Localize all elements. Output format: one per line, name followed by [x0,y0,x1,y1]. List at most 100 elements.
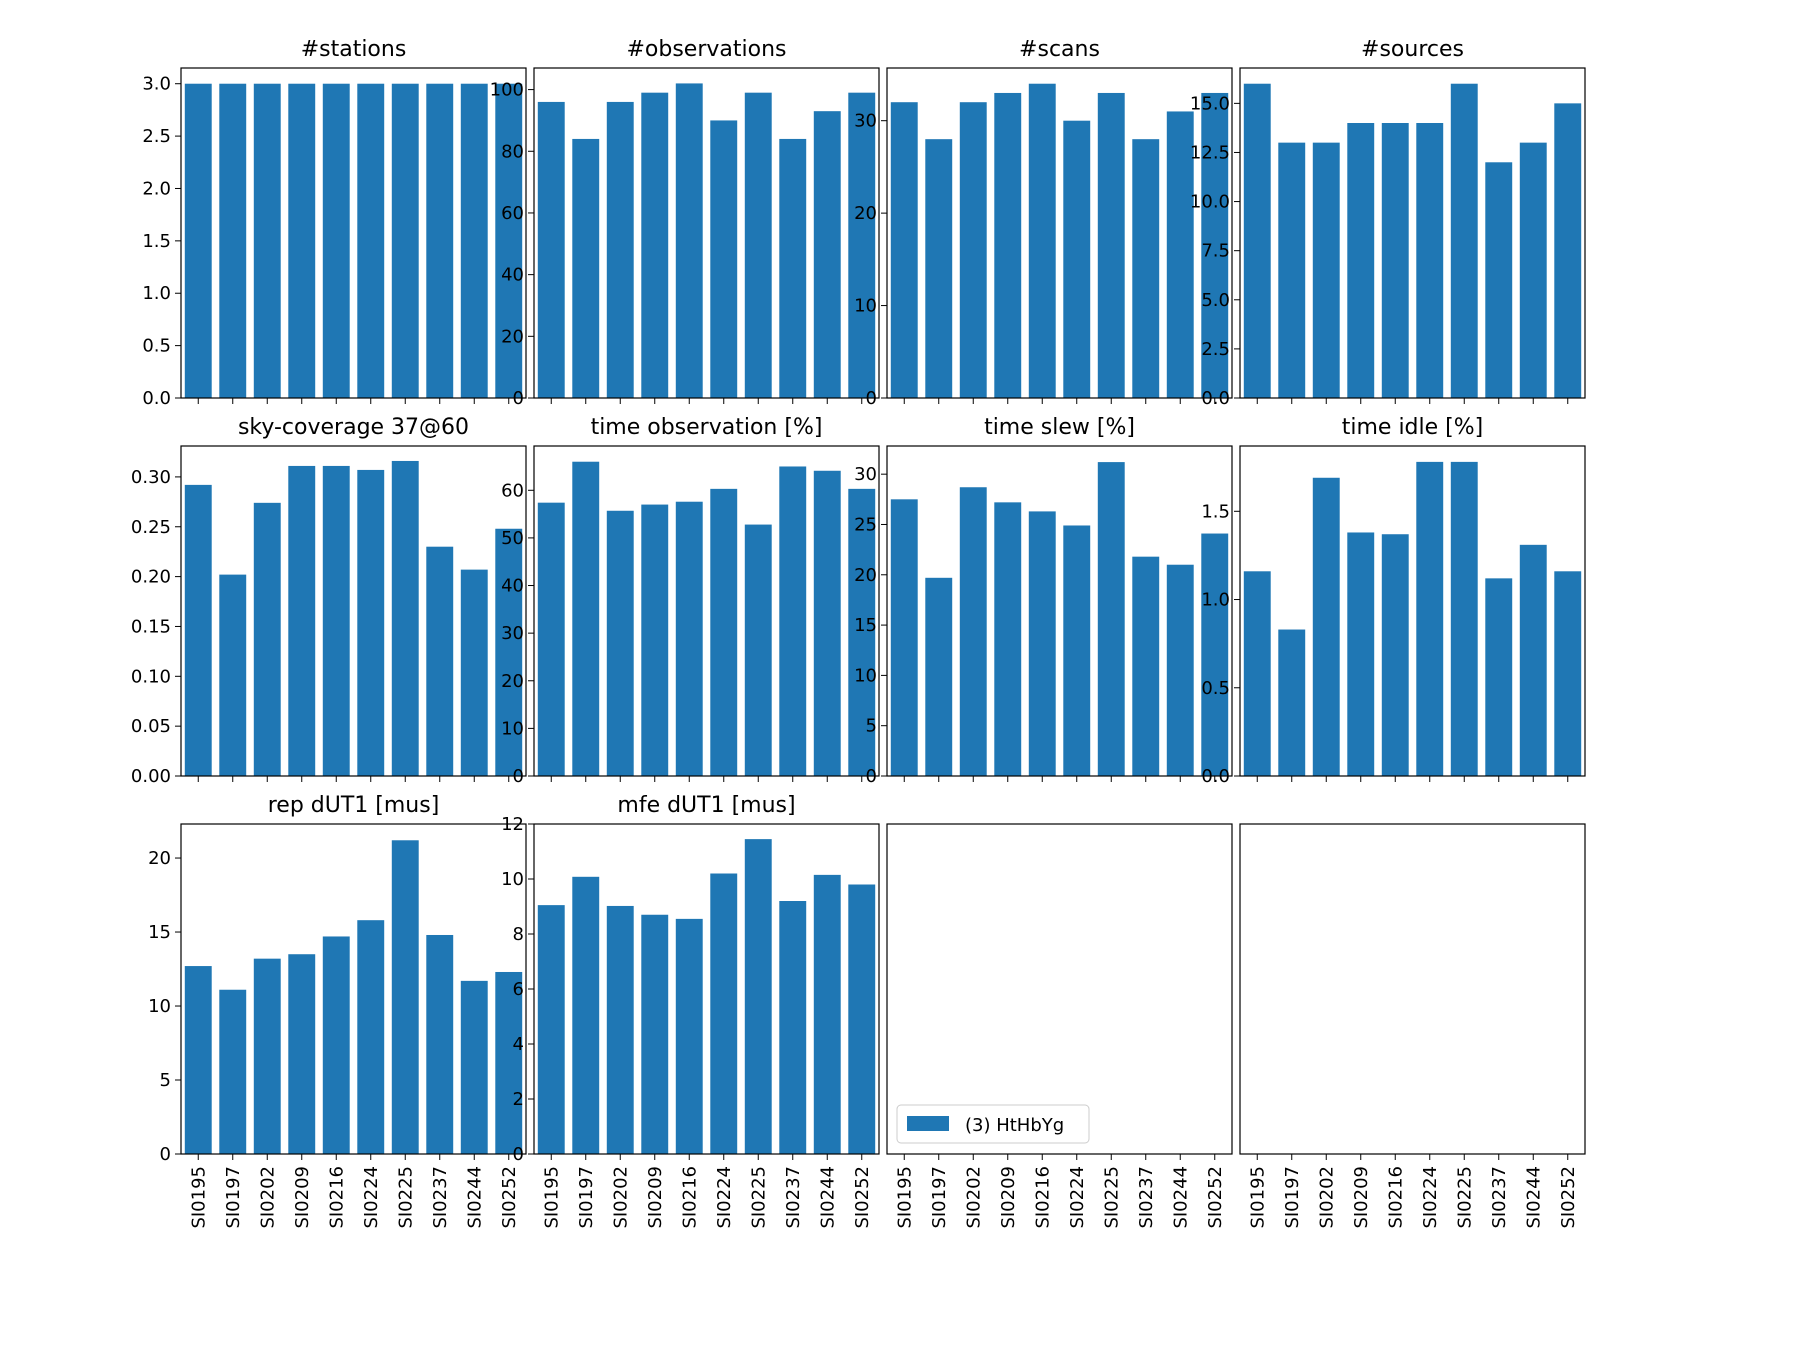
panel-frame [533,67,880,399]
bar-SI0237 [779,466,807,776]
bar-SI0237 [1132,139,1160,399]
bar-SI0209 [1347,123,1375,398]
bar-SI0244 [1519,142,1547,398]
bar-SI0244 [813,111,841,399]
panel-title: time observation [%] [591,415,823,440]
bar-SI0195 [184,83,212,398]
bar-SI0195 [184,484,212,776]
bar-SI0252 [495,83,523,398]
panel-frame [1239,445,1586,777]
bar-SI0202 [606,101,634,398]
panel-title: #observations [626,37,786,62]
y-tick-label: 4 [513,1034,524,1055]
y-tick-label: 0.30 [131,467,171,488]
y-tick-label: 30 [854,111,877,132]
bar-SI0252 [848,488,876,776]
y-tick-label: 0 [866,766,877,787]
bar-SI0197 [219,83,247,398]
x-tick-label: SI0225 [395,1166,416,1229]
bar-SI0252 [495,528,523,776]
x-tick-label: SI0202 [1316,1166,1337,1229]
panel-title: sky-coverage 37@60 [238,415,469,440]
panel-7: time slew [%] 0 5 10 15 20 25 30 [854,415,1233,787]
x-tick-label: SI0224 [361,1166,382,1229]
x-tick-label: SI0252 [852,1166,873,1229]
panel-title: #scans [1019,37,1100,62]
x-tick-label: SI0209 [292,1166,313,1229]
bar-SI0224 [710,873,738,1154]
y-tick-label: 0.20 [131,567,171,588]
bar-SI0216 [322,465,350,776]
bar-SI0252 [1554,103,1582,398]
y-tick-label: 0 [513,388,524,409]
bar-SI0252 [848,884,876,1154]
bar-SI0209 [1347,532,1375,776]
bar-SI0225 [1097,462,1125,776]
bar-SI0202 [253,958,281,1154]
panel-frame [1239,67,1586,399]
y-tick-label: 25 [854,514,877,535]
bar-SI0237 [1132,556,1160,776]
y-tick-label: 0.10 [131,666,171,687]
bar-SI0195 [1243,83,1271,398]
x-tick-label: SI0225 [1101,1166,1122,1229]
y-tick-label: 20 [501,326,524,347]
bar-SI0209 [994,92,1022,399]
x-tick-label: SI0202 [257,1166,278,1229]
bar-SI0224 [710,120,738,399]
legend-label: (3) HtHbYg [965,1115,1064,1136]
x-tick-label: SI0237 [1489,1166,1510,1229]
y-tick-label: 30 [501,623,524,644]
y-tick-label: 0 [513,766,524,787]
x-tick-label: SI0209 [998,1166,1019,1229]
panel-11: SI0195 SI0197 SI0202 SI0209 SI0216 SI0224 SI02… [886,823,1233,1229]
bar-SI0195 [537,101,565,398]
y-tick-label: 1.5 [142,231,171,252]
x-tick-label: SI0224 [1420,1166,1441,1229]
bar-SI0202 [253,502,281,776]
y-tick-label: 80 [501,141,524,162]
bar-SI0202 [959,102,987,398]
bar-SI0225 [744,92,772,398]
bar-SI0216 [1381,534,1409,776]
y-tick-label: 20 [501,671,524,692]
y-tick-label: 1.5 [1201,501,1230,522]
panel-frame [886,67,1233,399]
bar-SI0252 [1554,571,1582,776]
bar-SI0216 [1028,83,1056,398]
bar-SI0195 [1243,571,1271,776]
panel-frame [180,445,527,777]
bar-SI0237 [426,546,454,776]
y-tick-label: 10 [854,665,877,686]
y-tick-label: 60 [501,203,524,224]
x-tick-label: SI0216 [1385,1166,1406,1229]
y-tick-label: 20 [854,203,877,224]
y-tick-label: 3.0 [142,74,171,95]
bar-SI0244 [460,83,488,398]
y-tick-label: 10 [501,718,524,739]
panel-4: #sources 0.0 2.5 5.0 7.5 10.0 12.5 15.0 [1190,37,1586,409]
y-tick-label: 10 [854,296,877,317]
legend: (3) HtHbYg [896,1104,1090,1144]
bar-SI0195 [890,102,918,398]
bar-SI0202 [606,905,634,1154]
panel-8: time idle [%] 0.0 0.5 1.0 1.5 [1201,415,1586,787]
x-tick-label: SI0244 [817,1166,838,1229]
y-tick-label: 20 [148,848,171,869]
bar-SI0224 [357,920,385,1154]
bar-SI0244 [813,470,841,776]
x-tick-label: SI0209 [1351,1166,1372,1229]
y-tick-label: 10.0 [1190,192,1230,213]
panel-frame [886,823,1233,1155]
bar-SI0252 [1201,533,1229,776]
x-tick-label: SI0225 [748,1166,769,1229]
bar-SI0197 [572,138,600,399]
x-tick-label: SI0202 [963,1166,984,1229]
y-tick-label: 0 [160,1144,171,1165]
bar-SI0224 [1063,525,1091,776]
y-tick-label: 10 [148,996,171,1017]
bar-SI0202 [959,487,987,776]
